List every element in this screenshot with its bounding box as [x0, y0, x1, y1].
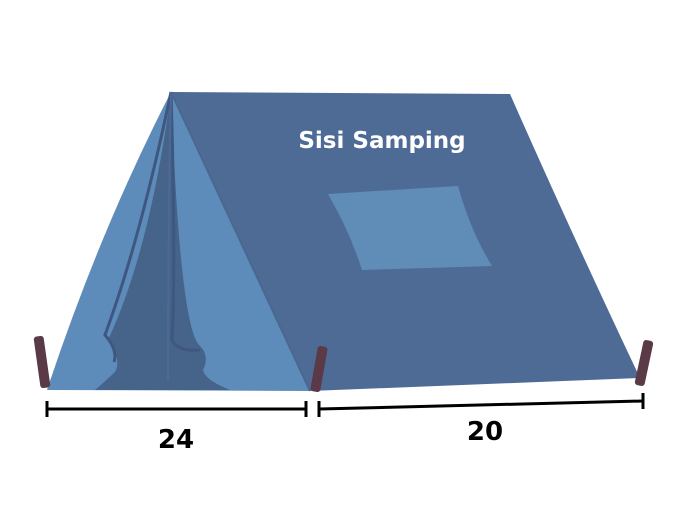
- tent-pole-left: [33, 335, 51, 389]
- side-label: Sisi Samping: [298, 128, 465, 154]
- tent-fold-right: [169, 91, 201, 352]
- tent-pole-right: [634, 340, 654, 386]
- tent-window: [328, 186, 492, 270]
- tent-pole-middle: [310, 345, 328, 393]
- side-length-measure: [317, 393, 645, 417]
- side-length-label: 20: [467, 417, 503, 447]
- front-width-label: 24: [158, 425, 194, 455]
- tent-fold-left: [103, 91, 173, 363]
- front-width-measure: [45, 401, 308, 417]
- tent-front-edge: [170, 91, 311, 392]
- tent-door-opening: [95, 92, 230, 390]
- tent-fold-center: [167, 91, 172, 381]
